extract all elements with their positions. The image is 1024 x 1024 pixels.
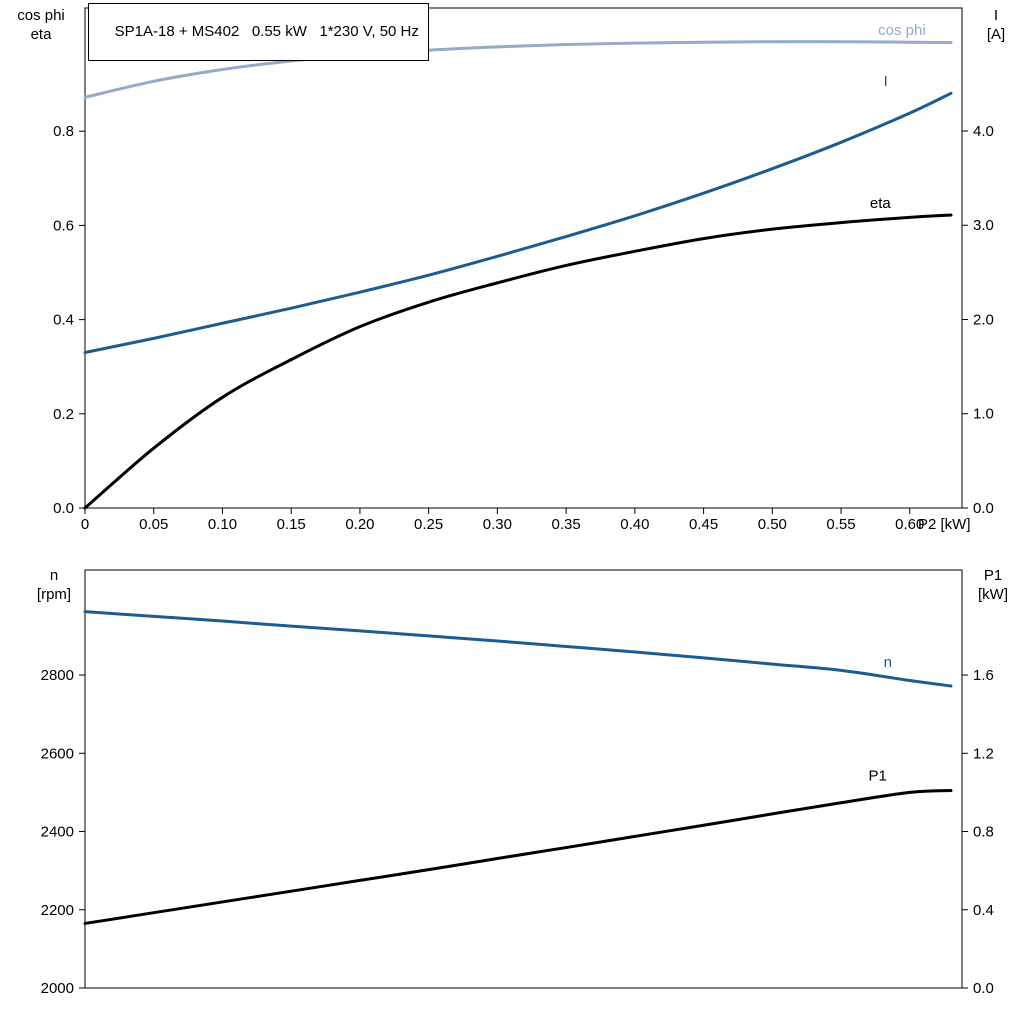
axis-header-line: P1 — [983, 567, 1003, 584]
x-tick-label: 0.40 — [620, 516, 649, 533]
right-tick-label: 3.0 — [973, 217, 994, 234]
axis-header-line: cos phi — [17, 7, 65, 24]
x-tick-label: 0.20 — [345, 516, 374, 533]
axis-header-line: I — [993, 7, 999, 24]
series-p1 — [83, 788, 953, 925]
series-i — [83, 91, 953, 354]
series-cos-phi — [83, 40, 953, 99]
x-tick-label: 0.45 — [689, 516, 718, 533]
chart-title-box: SP1A-18 + MS402 0.55 kW 1*230 V, 50 Hz — [88, 3, 429, 61]
x-tick-label: 0.05 — [139, 516, 168, 533]
left-tick-label: 2600 — [41, 745, 74, 762]
x-tick-label: 0.10 — [208, 516, 237, 533]
axis-header-line: n — [49, 567, 59, 584]
x-tick-label: 0 — [81, 516, 89, 533]
left-tick-label: 0.8 — [53, 123, 74, 140]
plot-frame — [84, 569, 963, 989]
axis-header-line: [rpm] — [36, 586, 72, 603]
x-tick-label: 0.25 — [414, 516, 443, 533]
right-tick-label: 1.6 — [973, 667, 994, 684]
right-tick-label: 4.0 — [973, 123, 994, 140]
right-tick-label: 0.0 — [973, 500, 994, 517]
left-tick-label: 2200 — [41, 902, 74, 919]
series-label-n: n — [884, 654, 892, 671]
series-label-i: I — [884, 73, 888, 90]
right-tick-label: 0.0 — [973, 980, 994, 997]
left-tick-label: 0.6 — [53, 217, 74, 234]
series-n — [83, 610, 953, 688]
right-tick-label: 0.8 — [973, 824, 994, 841]
x-tick-label: 0.30 — [483, 516, 512, 533]
right-tick-label: 1.2 — [973, 745, 994, 762]
axis-header-cosphi-eta: cos phi eta — [2, 6, 80, 44]
axis-header-line: [A] — [986, 26, 1006, 43]
axis-header-line: [kW] — [978, 586, 1008, 603]
right-tick-label: 2.0 — [973, 311, 994, 328]
left-tick-label: 2800 — [41, 667, 74, 684]
left-tick-label: 2000 — [41, 980, 74, 997]
series-label-p1: P1 — [869, 768, 887, 785]
right-tick-label: 0.4 — [973, 902, 994, 919]
x-axis-label: P2 [kW] — [918, 516, 971, 533]
x-tick-label: 0.50 — [758, 516, 787, 533]
right-tick-label: 1.0 — [973, 406, 994, 423]
axis-header-line: eta — [30, 26, 52, 43]
x-tick-label: 0.35 — [552, 516, 581, 533]
left-tick-label: 2400 — [41, 824, 74, 841]
series-eta — [83, 213, 953, 510]
axis-header-p1: P1 [kW] — [966, 566, 1020, 604]
left-tick-label: 0.2 — [53, 406, 74, 423]
left-tick-label: 0.0 — [53, 500, 74, 517]
axis-header-speed: n [rpm] — [26, 566, 82, 604]
axis-header-current: I [A] — [972, 6, 1020, 44]
chart-title-text: SP1A-18 + MS402 0.55 kW 1*230 V, 50 Hz — [114, 23, 419, 40]
left-tick-label: 0.4 — [53, 312, 74, 329]
x-tick-label: 0.55 — [826, 516, 855, 533]
plot-frame — [84, 7, 963, 509]
x-tick-label: 0.60 — [895, 516, 924, 533]
series-label-eta: eta — [870, 195, 892, 212]
series-label-cos-phi: cos phi — [878, 22, 926, 39]
x-tick-label: 0.15 — [277, 516, 306, 533]
